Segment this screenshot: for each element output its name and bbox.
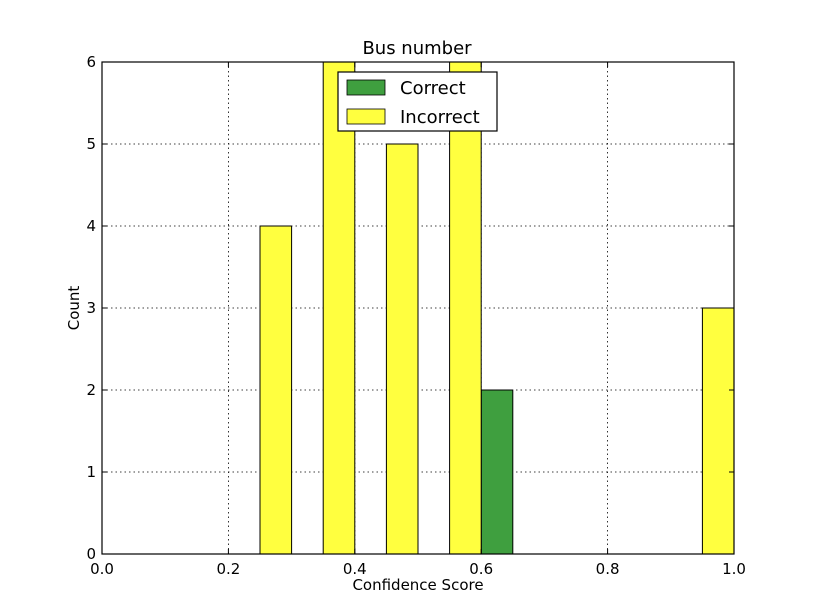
- x-tick-label: 0.4: [343, 560, 367, 578]
- axis-ticks: 0.0 0.2 0.4 0.6 0.8 1.0 0 1 2 3 4 5 6: [86, 53, 745, 578]
- bar-incorrect-bin-4: [385, 143, 419, 555]
- bar-incorrect-bin-5: [449, 61, 482, 555]
- bar-incorrect-bin-3: [322, 61, 356, 555]
- legend: Correct Incorrect: [337, 71, 498, 132]
- x-axis-label: Confidence Score: [352, 576, 483, 594]
- y-tick-label: 1: [86, 463, 96, 481]
- x-tick-label: 0.2: [216, 560, 240, 578]
- legend-label-correct: Correct: [400, 78, 466, 99]
- legend-swatch-incorrect: [346, 108, 386, 125]
- legend-label-incorrect: Incorrect: [400, 107, 480, 128]
- x-tick-label: 0.8: [596, 560, 620, 578]
- y-tick-label: 4: [86, 217, 96, 235]
- x-tick-label: 1.0: [722, 560, 746, 578]
- chart-title: Bus number: [362, 38, 472, 59]
- y-tick-label: 6: [86, 53, 96, 71]
- x-tick-label: 0.0: [90, 560, 114, 578]
- bar-incorrect-bin-2: [259, 225, 293, 555]
- bar-incorrect-bin-9: [701, 307, 735, 555]
- y-tick-label: 3: [86, 299, 96, 317]
- x-tick-label: 0.6: [469, 560, 493, 578]
- bar-correct-bin-6: [480, 389, 514, 555]
- y-tick-label: 0: [86, 545, 96, 563]
- y-tick-label: 2: [86, 381, 96, 399]
- legend-swatch-correct: [346, 79, 386, 96]
- y-tick-label: 5: [86, 135, 96, 153]
- bars: [259, 61, 735, 555]
- y-axis-label: Count: [65, 286, 83, 331]
